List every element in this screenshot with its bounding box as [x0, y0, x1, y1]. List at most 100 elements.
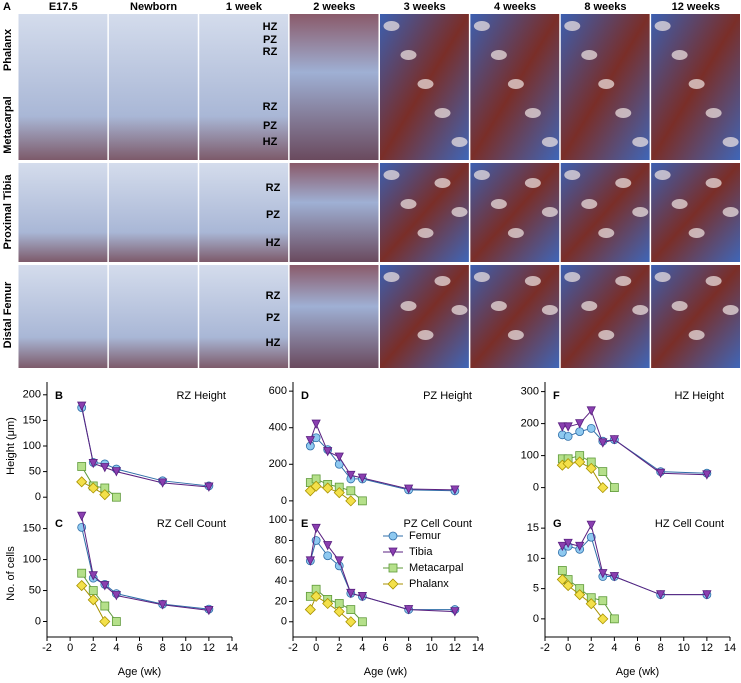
- bone-texture: [581, 199, 598, 209]
- legend-marker: [388, 531, 398, 541]
- data-point: [323, 541, 333, 551]
- data-point: [575, 419, 585, 429]
- legend-marker: [388, 563, 398, 573]
- data-point: [575, 427, 585, 437]
- row-label: Proximal Tibia: [2, 174, 14, 250]
- bone-texture: [541, 137, 558, 147]
- y-tick-label: 600: [269, 385, 287, 397]
- data-point: [609, 572, 620, 582]
- x-tick-label: 6: [634, 642, 640, 654]
- data-point: [346, 486, 356, 496]
- data-point: [346, 470, 356, 481]
- bone-texture: [473, 170, 490, 180]
- chart-title: PZ Cell Count: [404, 518, 472, 530]
- chart-title: HZ Height: [674, 390, 724, 402]
- x-tick-label: 0: [313, 642, 319, 654]
- bone-texture: [490, 50, 507, 60]
- data-point: [586, 406, 596, 416]
- data-point: [304, 604, 316, 616]
- column-header: 8 weeks: [584, 1, 626, 13]
- x-tick-label: -2: [42, 642, 52, 654]
- micrograph: [199, 265, 289, 368]
- bone-texture: [615, 276, 632, 286]
- x-axis-label: Age (wk): [364, 666, 407, 678]
- panel-label: D: [301, 390, 309, 402]
- bone-texture: [417, 330, 434, 340]
- data-point: [310, 480, 322, 492]
- data-point: [598, 569, 608, 579]
- data-point: [100, 601, 110, 611]
- series-line: [81, 527, 209, 610]
- series-line: [81, 572, 117, 622]
- data-point: [655, 468, 666, 479]
- legend-marker: [387, 578, 399, 590]
- x-tick-label: 4: [113, 642, 119, 654]
- panel-label: F: [553, 390, 560, 402]
- bone-texture: [383, 21, 400, 31]
- micrograph: [289, 14, 379, 160]
- data-point: [702, 470, 712, 480]
- data-point: [574, 456, 586, 468]
- data-point: [556, 573, 568, 586]
- column-header: 4 weeks: [494, 1, 536, 13]
- y-tick-label: 100: [23, 553, 41, 565]
- bone-texture: [473, 21, 490, 31]
- zone-label: HZ: [263, 21, 278, 33]
- data-point: [333, 606, 345, 618]
- legend-label: Tibia: [409, 546, 433, 558]
- zone-label: HZ: [266, 237, 281, 249]
- x-tick-label: 8: [658, 642, 664, 654]
- x-tick-label: 10: [180, 642, 192, 654]
- data-point: [157, 600, 168, 610]
- row-label: Distal Femur: [2, 281, 14, 348]
- bone-texture: [417, 228, 434, 238]
- bone-texture: [705, 108, 722, 118]
- zone-label: PZ: [263, 120, 277, 132]
- data-point: [77, 462, 87, 471]
- data-point: [311, 523, 321, 534]
- bone-texture: [598, 228, 615, 238]
- column-header: Newborn: [130, 1, 177, 13]
- data-point: [403, 484, 414, 494]
- bone-texture: [434, 276, 451, 286]
- bone-texture: [688, 330, 705, 340]
- x-tick-label: 12: [701, 642, 713, 654]
- y-tick-label: 5: [533, 583, 539, 595]
- bone-texture: [671, 199, 688, 209]
- micrograph: [108, 265, 198, 368]
- x-tick-label: 6: [382, 642, 388, 654]
- zone-label: RZ: [266, 182, 281, 194]
- data-point: [87, 594, 99, 606]
- series-line: [309, 422, 455, 491]
- bone-texture: [473, 272, 490, 282]
- micrograph: [199, 163, 289, 262]
- data-point: [609, 614, 619, 624]
- data-point: [346, 588, 356, 599]
- bone-texture: [451, 305, 468, 315]
- bone-texture: [417, 79, 434, 89]
- panel-label: G: [553, 518, 562, 530]
- y-tick-label: 200: [23, 389, 41, 401]
- column-header: 1 week: [226, 1, 263, 13]
- y-tick-label: 0: [281, 616, 287, 628]
- micrograph: [380, 265, 469, 368]
- data-point: [563, 422, 573, 432]
- data-point: [346, 605, 356, 614]
- data-point: [450, 607, 460, 617]
- series-line: [81, 516, 209, 611]
- x-axis-label: Age (wk): [118, 666, 161, 678]
- series-line: [81, 466, 117, 498]
- data-point: [111, 467, 122, 477]
- x-tick-label: 4: [611, 642, 617, 654]
- zone-label: PZ: [263, 34, 277, 46]
- bone-texture: [632, 137, 649, 147]
- bone-texture: [400, 199, 417, 209]
- zone-label: RZ: [263, 101, 278, 113]
- panel-label: E: [301, 518, 308, 530]
- data-point: [557, 422, 567, 432]
- y-tick-label: 0: [533, 613, 539, 625]
- x-tick-label: -2: [540, 642, 550, 654]
- x-tick-label: 2: [90, 642, 96, 654]
- bone-texture: [507, 79, 524, 89]
- x-tick-label: 14: [472, 642, 484, 654]
